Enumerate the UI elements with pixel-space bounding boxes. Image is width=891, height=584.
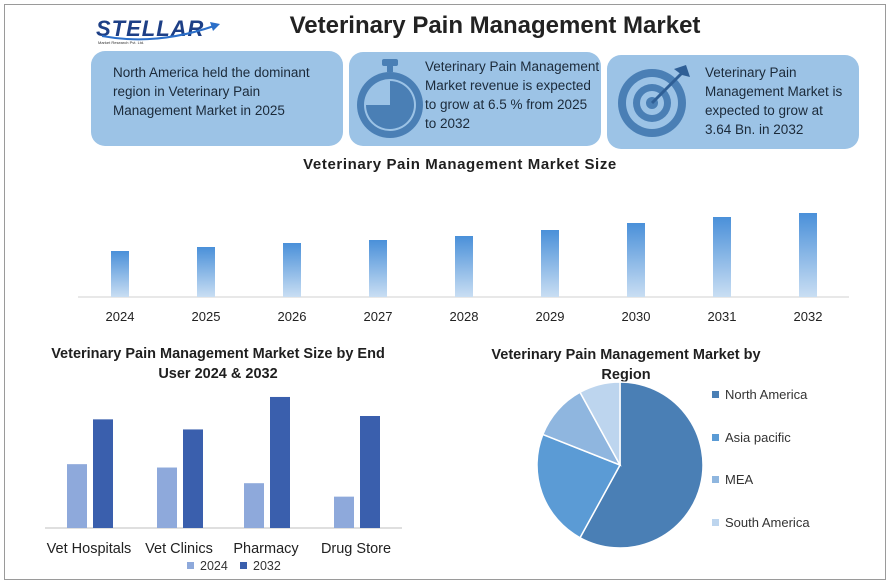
end-user-chart-title: Veterinary Pain Management Market Size b… <box>51 346 385 382</box>
logo-tagline: Market Research Pvt. Ltd. <box>98 40 145 45</box>
info-card-growth-rate: Veterinary Pain Management Market revenu… <box>349 52 601 146</box>
bar-2024-pharmacy <box>244 483 264 528</box>
x-tick-label: Drug Store <box>320 541 392 557</box>
bar-2032-pharmacy <box>270 396 290 528</box>
bar-2029 <box>541 230 559 297</box>
legend-item-south-america: South America <box>712 515 810 530</box>
x-tick-label: 2027 <box>363 309 393 324</box>
bar-2032-vet-clinics <box>183 429 203 528</box>
info-card-dominant-region: North America held the dominant region i… <box>91 51 343 146</box>
bar-2027 <box>369 240 387 297</box>
bar-2026 <box>283 243 301 297</box>
pie-slice-north-america <box>578 381 704 549</box>
bar-2032-drug-store <box>360 416 380 528</box>
x-tick-label: 2024 <box>105 309 135 324</box>
bar-2025 <box>197 247 215 297</box>
region-chart-title: Veterinary Pain Management Market by Reg… <box>491 347 761 383</box>
market-size-bar-chart <box>78 213 849 298</box>
legend-item-mea: MEA <box>712 472 753 487</box>
x-tick-label: Vet Hospitals <box>46 541 132 557</box>
page-title: Veterinary Pain Management Market <box>289 12 701 39</box>
x-tick-label: 2031 <box>707 309 737 324</box>
pie-slice-asia-pacific <box>536 433 622 539</box>
end-user-bar-chart <box>45 396 402 529</box>
legend-item-north-america: North America <box>712 387 807 402</box>
x-tick-label: 2030 <box>621 309 651 324</box>
x-tick-label: 2026 <box>277 309 307 324</box>
info-card-market-value: Veterinary Pain Management Market is exp… <box>607 55 859 149</box>
card-text: Veterinary Pain Management Market revenu… <box>425 59 600 131</box>
legend-item-2032: 2032 <box>240 559 281 573</box>
card-text: North America held the dominant region i… <box>113 65 310 118</box>
x-tick-label: 2029 <box>535 309 565 324</box>
target-icon <box>618 65 690 137</box>
bar-2024-vet-hospitals <box>67 464 87 528</box>
market-size-chart-title: Veterinary Pain Management Market Size <box>303 156 617 173</box>
logo-swoosh-icon <box>101 22 220 41</box>
x-tick-label: 2025 <box>191 309 221 324</box>
x-tick-label: Pharmacy <box>233 541 299 557</box>
x-tick-label: 2028 <box>449 309 479 324</box>
bar-2032-vet-hospitals <box>93 419 113 528</box>
bar-2024 <box>111 251 129 297</box>
legend-item-2024: 2024 <box>187 559 228 573</box>
bar-2030 <box>627 223 645 297</box>
stopwatch-icon <box>357 59 423 138</box>
x-tick-label: Vet Clinics <box>145 541 213 557</box>
bar-2024-drug-store <box>334 496 354 528</box>
pie-slice-south-america <box>578 381 621 466</box>
bar-2024-vet-clinics <box>157 467 177 528</box>
bar-2031 <box>713 217 731 297</box>
legend-item-asia-pacific: Asia pacific <box>712 430 791 445</box>
region-pie-chart <box>536 381 704 549</box>
card-text: Veterinary Pain Management Market is exp… <box>705 65 843 137</box>
bar-2028 <box>455 236 473 297</box>
x-tick-label: 2032 <box>793 309 823 324</box>
bar-2032 <box>799 213 817 297</box>
stellar-logo: STELLAR Market Research Pvt. Ltd. <box>96 16 226 46</box>
